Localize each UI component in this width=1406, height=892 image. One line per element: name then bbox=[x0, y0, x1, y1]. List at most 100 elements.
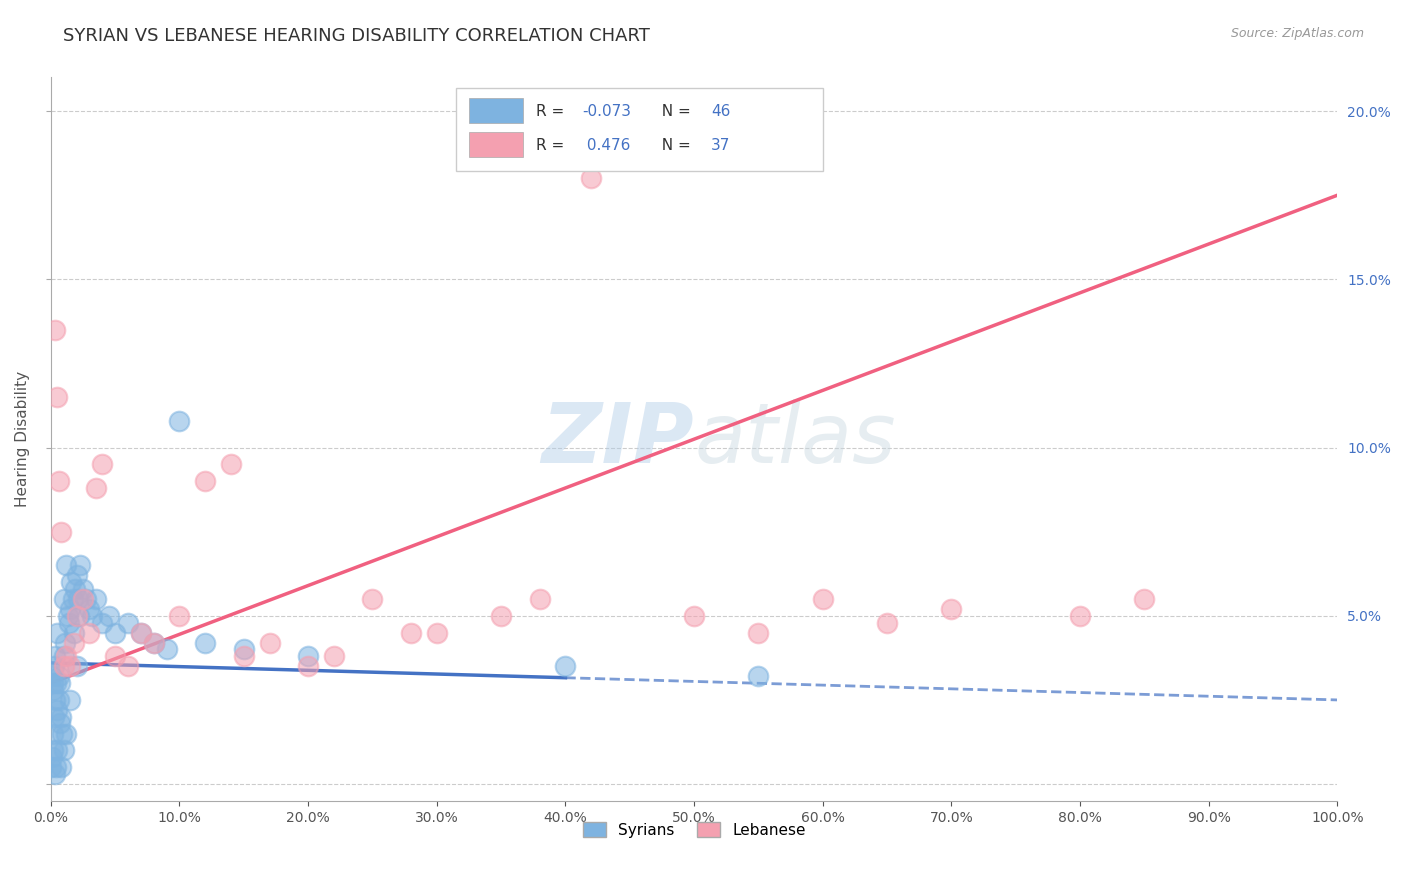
Point bbox=[72, 592, 94, 607]
Point bbox=[297, 649, 319, 664]
Text: R =: R = bbox=[536, 138, 569, 153]
Point bbox=[169, 608, 191, 623]
Point bbox=[66, 592, 89, 607]
Point bbox=[232, 649, 254, 664]
Point bbox=[683, 608, 706, 623]
Y-axis label: Hearing Disability: Hearing Disability bbox=[15, 371, 30, 508]
Point bbox=[489, 608, 512, 623]
Point bbox=[811, 592, 834, 607]
Point bbox=[41, 669, 63, 683]
Point bbox=[142, 636, 165, 650]
Text: Source: ZipAtlas.com: Source: ZipAtlas.com bbox=[1230, 27, 1364, 40]
Point bbox=[58, 615, 80, 630]
Point bbox=[79, 602, 101, 616]
Point bbox=[55, 726, 77, 740]
Point bbox=[48, 474, 70, 488]
Point bbox=[104, 649, 127, 664]
Point bbox=[44, 649, 66, 664]
Point bbox=[104, 625, 127, 640]
Point bbox=[69, 558, 91, 573]
Point bbox=[259, 636, 281, 650]
Point bbox=[52, 592, 75, 607]
Point bbox=[194, 636, 217, 650]
Point bbox=[49, 676, 72, 690]
FancyBboxPatch shape bbox=[470, 132, 523, 157]
Point bbox=[72, 582, 94, 596]
Point bbox=[169, 414, 191, 428]
Text: ZIP: ZIP bbox=[541, 399, 695, 480]
Point bbox=[129, 625, 152, 640]
Point bbox=[65, 659, 87, 673]
Point bbox=[59, 602, 82, 616]
Point bbox=[579, 171, 602, 186]
Point bbox=[60, 575, 83, 590]
Point bbox=[49, 710, 72, 724]
Point bbox=[53, 636, 76, 650]
Point bbox=[426, 625, 449, 640]
Point bbox=[529, 592, 551, 607]
Point bbox=[142, 636, 165, 650]
Text: N =: N = bbox=[651, 138, 696, 153]
Text: 46: 46 bbox=[711, 104, 730, 119]
FancyBboxPatch shape bbox=[456, 88, 823, 171]
Point bbox=[52, 649, 75, 664]
Point bbox=[65, 568, 87, 582]
Point bbox=[55, 649, 77, 664]
Point bbox=[75, 592, 97, 607]
Point bbox=[55, 558, 77, 573]
Point bbox=[1069, 608, 1091, 623]
Point bbox=[219, 458, 242, 472]
Point bbox=[42, 676, 65, 690]
Point bbox=[49, 716, 72, 731]
Point bbox=[322, 649, 344, 664]
Text: R =: R = bbox=[536, 104, 569, 119]
Point bbox=[91, 458, 114, 472]
Text: -0.073: -0.073 bbox=[582, 104, 631, 119]
Text: atlas: atlas bbox=[695, 399, 896, 480]
Point bbox=[156, 642, 179, 657]
Point bbox=[297, 659, 319, 673]
Point bbox=[63, 625, 86, 640]
Point bbox=[46, 743, 69, 757]
Point bbox=[56, 608, 79, 623]
Point bbox=[129, 625, 152, 640]
Point bbox=[41, 750, 63, 764]
Point bbox=[876, 615, 898, 630]
FancyBboxPatch shape bbox=[470, 98, 523, 123]
Point bbox=[747, 625, 769, 640]
Point bbox=[51, 726, 73, 740]
Point bbox=[44, 693, 66, 707]
Point bbox=[117, 659, 139, 673]
Point bbox=[80, 608, 103, 623]
Point bbox=[84, 481, 107, 495]
Point bbox=[65, 608, 87, 623]
Point bbox=[59, 693, 82, 707]
Point bbox=[62, 592, 84, 607]
Point bbox=[91, 615, 114, 630]
Point bbox=[63, 636, 86, 650]
Legend: Syrians, Lebanese: Syrians, Lebanese bbox=[576, 815, 811, 844]
Point bbox=[42, 726, 65, 740]
Point bbox=[45, 676, 67, 690]
Point bbox=[46, 703, 69, 717]
Point bbox=[941, 602, 963, 616]
Point bbox=[84, 592, 107, 607]
Text: SYRIAN VS LEBANESE HEARING DISABILITY CORRELATION CHART: SYRIAN VS LEBANESE HEARING DISABILITY CO… bbox=[63, 27, 650, 45]
Point bbox=[48, 693, 70, 707]
Point bbox=[46, 390, 69, 404]
Point bbox=[399, 625, 422, 640]
Point bbox=[97, 608, 120, 623]
Point bbox=[361, 592, 384, 607]
Point bbox=[194, 474, 217, 488]
Point bbox=[48, 669, 70, 683]
Point bbox=[49, 760, 72, 774]
Point bbox=[42, 659, 65, 673]
Point bbox=[42, 710, 65, 724]
Point bbox=[46, 625, 69, 640]
Point bbox=[44, 767, 66, 781]
Point bbox=[67, 608, 90, 623]
Point bbox=[1133, 592, 1156, 607]
Point bbox=[554, 659, 576, 673]
Point bbox=[65, 582, 87, 596]
Point bbox=[44, 323, 66, 337]
